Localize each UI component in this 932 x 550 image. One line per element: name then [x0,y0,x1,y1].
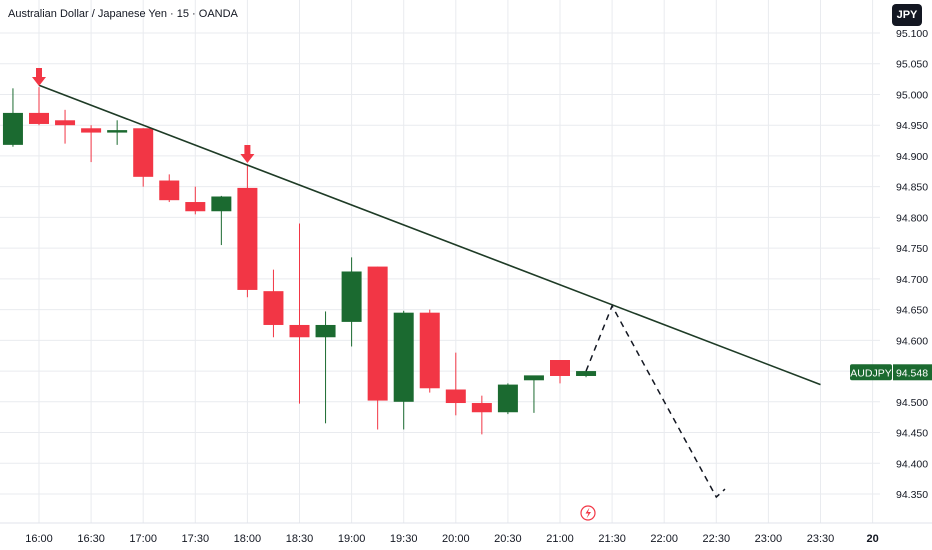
symbol-label: AUDJPY [850,367,891,379]
candle [237,165,258,298]
time-tick-label: 16:00 [25,533,53,545]
time-tick-label: 18:30 [286,533,314,545]
price-tick-label: 94.600 [896,335,928,347]
time-tick-label: 23:00 [755,533,783,545]
time-tick-label: 22:00 [650,533,678,545]
candle [550,360,570,384]
time-tick-label: 19:00 [338,533,366,545]
candle [133,128,154,187]
price-tick-label: 94.400 [896,458,928,470]
candle-body [341,271,362,322]
candle-body [263,291,284,325]
chart-title: Australian Dollar / Japanese Yen · 15 · … [8,8,238,20]
candle [211,195,232,246]
candle-body [497,384,518,413]
candle [185,186,206,215]
price-tick-label: 94.850 [896,182,928,194]
candles [2,87,597,435]
price-axis[interactable]: 95.100 95.050 95.000 94.950 94.900 94.850 94.8… [896,28,928,501]
candle-body [81,128,102,133]
down-arrow-icon [240,145,255,163]
candle [107,120,128,145]
time-tick-label: 22:30 [703,533,731,545]
candle-body [523,375,544,381]
projection-path[interactable] [585,304,726,499]
candle-body [550,360,570,376]
candle [419,309,440,393]
candle [81,125,102,163]
candle [367,266,388,430]
candle-body [289,324,310,338]
time-tick-label: 20:00 [442,533,470,545]
price-tick-label: 94.450 [896,428,928,440]
time-tick-label: 23:30 [807,533,835,545]
candle [159,174,180,203]
symbol-label-bg [850,364,892,381]
candle [55,109,76,144]
candle-body [576,371,597,376]
candle-body [315,324,336,338]
grid-lines [0,0,880,523]
candle-body [445,389,466,404]
candle-body [419,312,440,389]
time-tick-label: 18:00 [234,533,262,545]
price-tick-label: 95.100 [896,28,928,40]
time-tick-label: 16:30 [77,533,105,545]
candle [341,257,362,347]
candle-body [133,128,154,177]
time-tick-label: 17:30 [182,533,210,545]
annotations [32,68,821,499]
candle [2,88,23,147]
time-tick-label: 21:30 [598,533,626,545]
time-tick-label: 17:00 [129,533,157,545]
lightning-icon[interactable] [580,505,596,521]
price-tick-label: 94.500 [896,397,928,409]
candle [523,375,544,413]
currency-button[interactable]: JPY [892,4,922,26]
candle-body [367,266,388,401]
candle [289,223,310,404]
down-arrow-icon [32,68,46,86]
candle [315,311,336,424]
last-price-label: AUDJPY 94.548 [850,364,932,381]
price-tick-label: 95.050 [896,59,928,71]
price-label-bg [893,364,932,381]
candle [263,269,284,338]
time-tick-label: 20 [866,533,878,545]
time-tick-label: 20:30 [494,533,522,545]
candle [445,352,466,416]
candle-body [55,120,76,126]
candle-body [237,187,258,290]
price-tick-label: 94.650 [896,305,928,317]
candle [497,383,518,415]
candle [576,371,597,378]
candle-body [185,202,206,212]
candle [29,87,49,126]
price-tick-label: 94.700 [896,274,928,286]
candle-body [471,403,492,413]
time-tick-label: 21:00 [546,533,574,545]
candle-body [29,112,49,124]
candle-body [159,180,180,201]
candle [471,395,492,435]
price-tick-label: 94.750 [896,243,928,255]
time-axis[interactable]: 16:00 16:30 17:00 17:30 18:00 18:30 19:00 19:30… [25,533,878,545]
candle-body [2,112,23,145]
time-tick-label: 19:30 [390,533,418,545]
trendline[interactable] [38,84,821,386]
price-tick-label: 95.000 [896,89,928,101]
price-tick-label: 94.950 [896,120,928,132]
candle-body [107,130,128,133]
candle-body [211,196,232,212]
price-tick-label: 94.800 [896,212,928,224]
candle [393,310,414,430]
last-price-value: 94.548 [896,367,928,379]
candle-body [393,312,414,402]
price-tick-label: 94.350 [896,489,928,501]
price-tick-label: 94.900 [896,151,928,163]
